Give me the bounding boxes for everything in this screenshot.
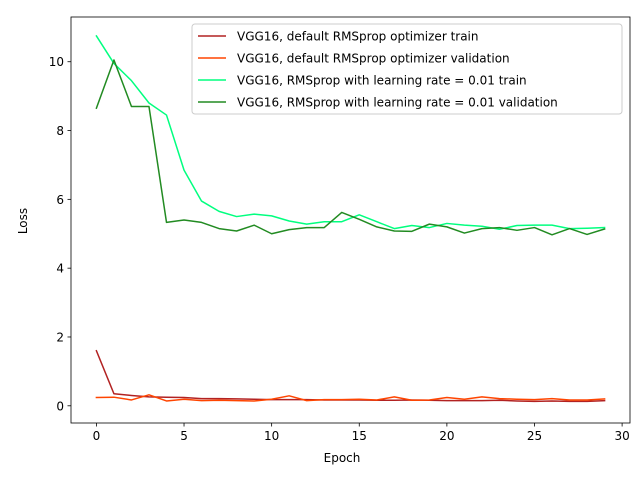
legend-label-4: VGG16, RMSprop with learning rate = 0.01… [237, 96, 558, 110]
series-line-4 [95, 59, 606, 236]
series-line-2 [95, 394, 606, 402]
series-layer [95, 34, 606, 403]
y-tick-label: 8 [56, 124, 64, 138]
legend: VGG16, default RMSprop optimizer train VG… [191, 23, 623, 115]
ticks-layer: 0 5 10 15 20 25 30 0 2 4 6 8 10 [49, 55, 630, 443]
x-tick-label: 0 [93, 429, 101, 443]
legend-label-3: VGG16, RMSprop with learning rate = 0.01… [237, 74, 527, 88]
x-tick-label: 15 [352, 429, 367, 443]
x-axis-label: Epoch [324, 451, 361, 465]
y-axis-label: Loss [16, 208, 30, 234]
legend-label-2: VGG16, default RMSprop optimizer validat… [237, 52, 510, 66]
legend-box [191, 23, 623, 115]
x-tick-label: 10 [264, 429, 279, 443]
x-tick-label: 20 [439, 429, 454, 443]
legend-label-1: VGG16, default RMSprop optimizer train [237, 30, 479, 44]
y-tick-label: 2 [56, 330, 64, 344]
y-tick-label: 10 [49, 55, 64, 69]
axes-layer [70, 16, 631, 424]
x-tick-label: 5 [180, 429, 188, 443]
y-tick-label: 6 [56, 193, 64, 207]
axes-frame [70, 16, 631, 424]
x-tick-label: 30 [614, 429, 629, 443]
x-tick-label: 25 [527, 429, 542, 443]
y-tick-label: 4 [56, 262, 64, 276]
y-tick-label: 0 [56, 399, 64, 413]
series-line-3 [95, 34, 606, 231]
